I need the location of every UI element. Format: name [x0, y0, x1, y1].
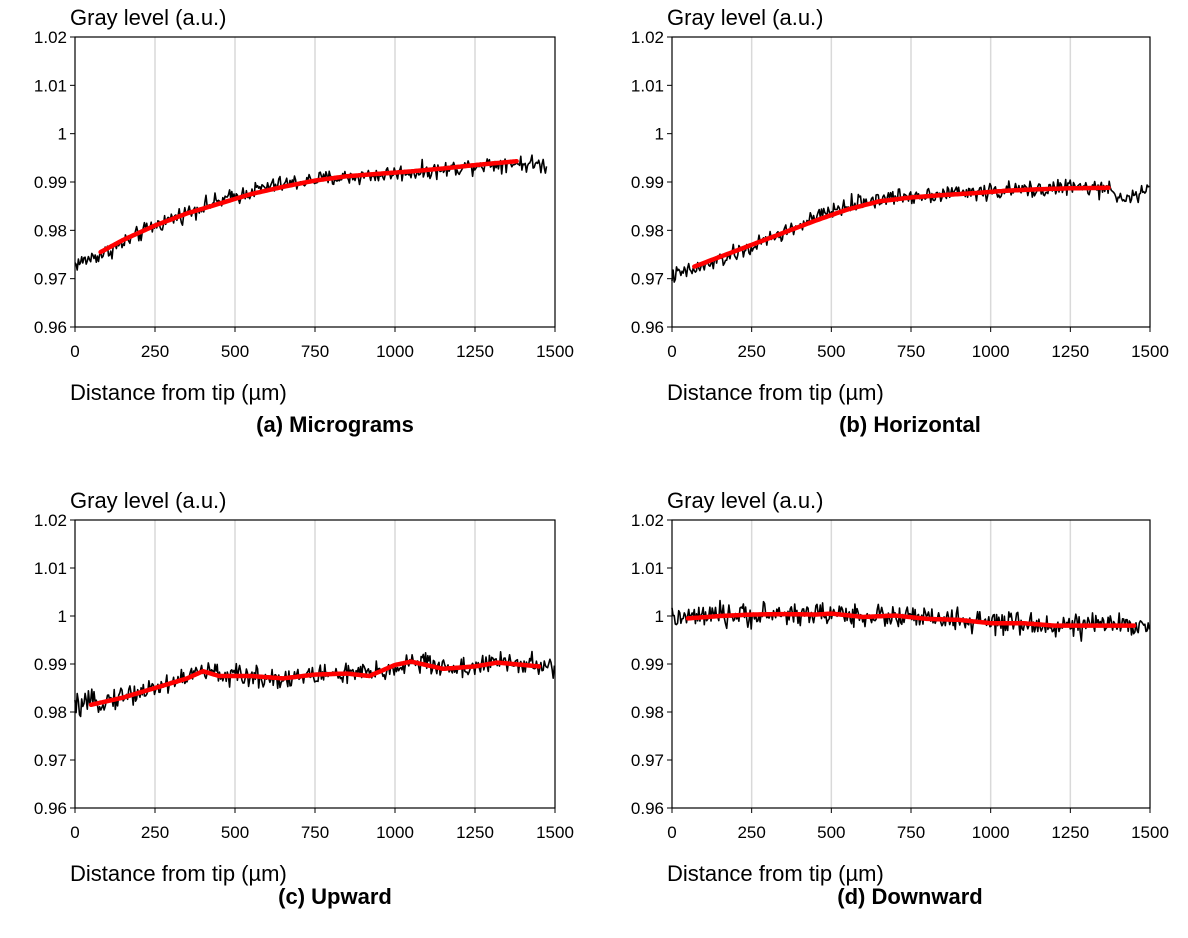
- x-tick-label: 1500: [536, 823, 574, 842]
- y-axis-label: Gray level (a.u.): [667, 488, 824, 513]
- y-tick-label: 0.99: [631, 655, 664, 674]
- panel-caption: (b) Horizontal: [839, 412, 981, 437]
- x-tick-label: 250: [141, 823, 169, 842]
- x-tick-label: 1250: [1051, 342, 1089, 361]
- y-tick-label: 0.98: [34, 221, 67, 240]
- series-raw-line: [74, 650, 556, 718]
- y-tick-label: 1.01: [34, 559, 67, 578]
- x-tick-label: 0: [70, 823, 79, 842]
- x-axis-label: Distance from tip (µm): [667, 380, 884, 405]
- x-tick-label: 750: [301, 342, 329, 361]
- x-axis-label: Distance from tip (µm): [70, 861, 287, 886]
- x-tick-label: 500: [817, 342, 845, 361]
- y-tick-label: 0.96: [34, 318, 67, 337]
- chart-panel-3: 0.96 0.97 0.98 0.99 1 1.01 1.02 0 250 500 750 1000 1…: [631, 488, 1169, 886]
- x-tick-label: 250: [141, 342, 169, 361]
- y-tick-label: 0.97: [631, 751, 664, 770]
- x-tick-label: 750: [897, 342, 925, 361]
- x-tick-label: 1250: [1051, 823, 1089, 842]
- y-tick-label: 1.01: [631, 76, 664, 95]
- y-tick-label: 1.02: [631, 511, 664, 530]
- x-tick-label: 1000: [376, 823, 414, 842]
- x-axis-label: Distance from tip (µm): [70, 380, 287, 405]
- x-tick-label: 500: [817, 823, 845, 842]
- series-raw-line: [74, 154, 548, 271]
- y-tick-label: 0.98: [631, 221, 664, 240]
- panel-caption: (d) Downward: [837, 884, 983, 909]
- x-tick-label: 1000: [972, 823, 1010, 842]
- y-tick-label: 0.96: [631, 318, 664, 337]
- y-tick-label: 0.96: [34, 799, 67, 818]
- y-tick-label: 1.01: [34, 76, 67, 95]
- panel-caption: (a) Micrograms: [256, 412, 414, 437]
- chart-panel-1: 0.96 0.97 0.98 0.99 1 1.01 1.02 0 250 500 750 1000 1…: [631, 5, 1169, 405]
- x-tick-label: 1250: [456, 823, 494, 842]
- chart-panel-0: 0.96 0.97 0.98 0.99 1 1.01 1.02 0 250 500 750 1000 1…: [34, 5, 574, 405]
- chart-panel-2: 0.96 0.97 0.98 0.99 1 1.01 1.02 0 250 500 750 1000 1…: [34, 488, 574, 886]
- series-fit-line: [685, 611, 1137, 628]
- y-axis-label: Gray level (a.u.): [70, 5, 227, 30]
- y-tick-label: 1: [58, 607, 67, 626]
- series-fit-line: [88, 659, 542, 708]
- x-axis-label: Distance from tip (µm): [667, 861, 884, 886]
- x-tick-label: 0: [667, 823, 676, 842]
- x-tick-label: 1500: [1131, 342, 1169, 361]
- y-tick-label: 0.98: [34, 703, 67, 722]
- series-fit-line: [692, 185, 1111, 269]
- x-tick-label: 1500: [1131, 823, 1169, 842]
- x-tick-label: 750: [301, 823, 329, 842]
- x-tick-label: 500: [221, 342, 249, 361]
- y-tick-label: 1: [58, 125, 67, 144]
- y-tick-label: 0.97: [34, 270, 67, 289]
- y-tick-label: 0.99: [34, 173, 67, 192]
- x-tick-label: 1500: [536, 342, 574, 361]
- x-tick-label: 1250: [456, 342, 494, 361]
- x-tick-label: 0: [70, 342, 79, 361]
- y-tick-label: 1.01: [631, 559, 664, 578]
- x-tick-label: 750: [897, 823, 925, 842]
- x-tick-label: 500: [221, 823, 249, 842]
- y-tick-label: 1.02: [34, 511, 67, 530]
- y-axis-label: Gray level (a.u.): [667, 5, 824, 30]
- y-tick-label: 0.97: [34, 751, 67, 770]
- x-tick-label: 0: [667, 342, 676, 361]
- series-raw-line: [671, 178, 1150, 283]
- series-fit-line: [98, 158, 519, 255]
- panel-caption: (c) Upward: [278, 884, 392, 909]
- y-tick-label: 0.97: [631, 270, 664, 289]
- y-tick-label: 1: [655, 607, 664, 626]
- y-tick-label: 0.99: [34, 655, 67, 674]
- x-tick-label: 1000: [972, 342, 1010, 361]
- y-tick-label: 1: [655, 125, 664, 144]
- y-tick-label: 0.96: [631, 799, 664, 818]
- y-tick-label: 0.99: [631, 173, 664, 192]
- y-tick-label: 1.02: [631, 28, 664, 47]
- y-tick-label: 0.98: [631, 703, 664, 722]
- x-tick-label: 250: [737, 823, 765, 842]
- x-tick-label: 250: [737, 342, 765, 361]
- x-tick-label: 1000: [376, 342, 414, 361]
- y-tick-label: 1.02: [34, 28, 67, 47]
- y-axis-label: Gray level (a.u.): [70, 488, 227, 513]
